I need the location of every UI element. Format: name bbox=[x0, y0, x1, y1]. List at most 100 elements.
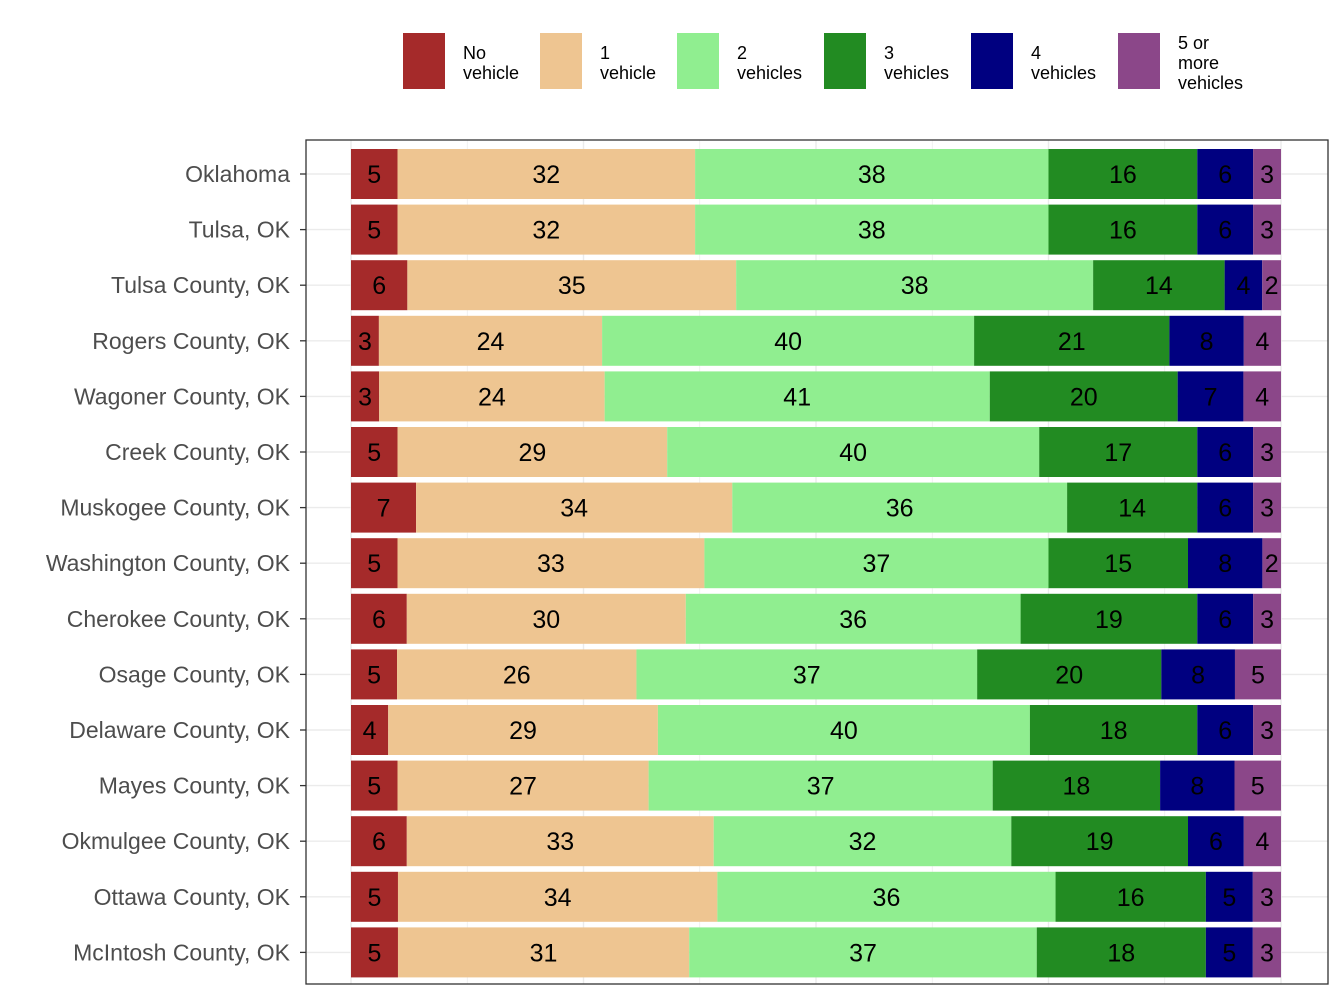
bar-label: 40 bbox=[830, 717, 858, 745]
bar-segment bbox=[1067, 482, 1198, 533]
bar-label: 27 bbox=[509, 773, 537, 801]
bar-segment bbox=[1036, 927, 1206, 978]
bar-label: 38 bbox=[901, 272, 929, 300]
bar-label: 16 bbox=[1109, 161, 1137, 189]
bar-label: 37 bbox=[849, 939, 877, 967]
bar-segment bbox=[351, 149, 398, 199]
bar-label: 36 bbox=[839, 606, 867, 634]
bar-label: 5 bbox=[367, 661, 381, 689]
y-tick-label: Mayes County, OK bbox=[99, 773, 291, 799]
legend-key bbox=[1118, 33, 1160, 89]
bar-segment bbox=[989, 371, 1178, 422]
bar-segment bbox=[1243, 371, 1281, 422]
bar-segment bbox=[1055, 871, 1206, 922]
bar-segment bbox=[351, 482, 417, 533]
legend-key bbox=[677, 33, 719, 89]
bar-label: 3 bbox=[1260, 217, 1274, 245]
bar-segment bbox=[1048, 149, 1198, 199]
bar-segment bbox=[397, 760, 649, 811]
bar-label: 15 bbox=[1104, 550, 1132, 578]
bar-label: 6 bbox=[1218, 439, 1232, 467]
bar-segment bbox=[397, 538, 705, 589]
bar-label: 16 bbox=[1117, 884, 1145, 912]
bar-label: 5 bbox=[367, 773, 381, 801]
bar-segment bbox=[406, 593, 686, 644]
legend-key bbox=[540, 33, 582, 89]
bar-label: 34 bbox=[560, 495, 588, 523]
bar-segment bbox=[1048, 538, 1188, 589]
bar-label: 40 bbox=[774, 328, 802, 356]
bar-segment bbox=[1197, 204, 1254, 255]
bar-label: 6 bbox=[1218, 495, 1232, 523]
bar-segment bbox=[397, 871, 718, 922]
y-tick-label: Rogers County, OK bbox=[92, 328, 290, 354]
legend-label: 4 bbox=[1031, 43, 1041, 63]
bar-segment bbox=[732, 482, 1068, 533]
bar-label: 2 bbox=[1265, 550, 1279, 578]
bar-label: 4 bbox=[363, 717, 377, 745]
y-tick-label: Muskogee County, OK bbox=[60, 495, 290, 521]
legend-label: vehicles bbox=[1031, 63, 1096, 83]
bar-label: 38 bbox=[858, 161, 886, 189]
bar-segment bbox=[1188, 538, 1263, 589]
bar-segment bbox=[1234, 649, 1281, 700]
legend-label: 2 bbox=[737, 43, 747, 63]
bar-label: 40 bbox=[839, 439, 867, 467]
bar-segment bbox=[685, 593, 1021, 644]
bar-label: 7 bbox=[1204, 383, 1218, 411]
bar-label: 3 bbox=[1260, 884, 1274, 912]
bar-segment bbox=[416, 482, 733, 533]
bar-segment bbox=[407, 260, 737, 311]
bar-segment bbox=[1161, 649, 1235, 700]
bar-segment bbox=[351, 538, 398, 589]
bar-segment bbox=[657, 705, 1030, 755]
legend-label: 5 or bbox=[1178, 33, 1209, 53]
bar-segment bbox=[397, 927, 690, 978]
bar-label: 5 bbox=[368, 939, 382, 967]
bar-label: 5 bbox=[367, 439, 381, 467]
y-tick-label: Okmulgee County, OK bbox=[62, 828, 291, 854]
bar-segment bbox=[351, 760, 398, 811]
bar-segment bbox=[1197, 427, 1254, 477]
bar-label: 16 bbox=[1109, 217, 1137, 245]
bar-label: 3 bbox=[1260, 495, 1274, 523]
bar-label: 3 bbox=[1260, 939, 1274, 967]
bar-segment bbox=[1039, 427, 1198, 477]
bar-segment bbox=[1253, 427, 1281, 477]
bar-label: 8 bbox=[1200, 328, 1214, 356]
bar-label: 21 bbox=[1058, 328, 1086, 356]
bar-segment bbox=[1029, 705, 1198, 755]
y-tick-label: Creek County, OK bbox=[105, 439, 291, 465]
bar-segment bbox=[351, 816, 407, 867]
bar-segment bbox=[636, 649, 978, 700]
bar-label: 20 bbox=[1070, 383, 1098, 411]
bar-segment bbox=[351, 204, 398, 255]
bar-label: 3 bbox=[1260, 439, 1274, 467]
bar-label: 3 bbox=[358, 383, 372, 411]
bar-segment bbox=[397, 204, 696, 255]
legend-key bbox=[403, 33, 445, 89]
bar-label: 8 bbox=[1190, 773, 1204, 801]
legend-label: 3 bbox=[884, 43, 894, 63]
bar-label: 3 bbox=[1260, 606, 1274, 634]
bar-segment bbox=[1197, 149, 1254, 199]
bar-segment bbox=[1048, 204, 1198, 255]
bar-label: 6 bbox=[372, 606, 386, 634]
bar-label: 8 bbox=[1191, 661, 1205, 689]
bar-segment bbox=[1252, 927, 1281, 978]
bar-segment bbox=[1197, 482, 1254, 533]
bar-label: 19 bbox=[1095, 606, 1123, 634]
bar-label: 29 bbox=[518, 439, 546, 467]
bar-label: 37 bbox=[807, 773, 835, 801]
y-tick-label: Tulsa, OK bbox=[189, 217, 291, 243]
legend-key bbox=[824, 33, 866, 89]
bar-label: 14 bbox=[1145, 272, 1173, 300]
bar-segment bbox=[1020, 593, 1198, 644]
bar-segment bbox=[351, 427, 398, 477]
bars: 5 32 38 16 6 35 32 38 16 6 36 35 38 14 4 23 24 40 21 8 43 24 4… bbox=[351, 149, 1281, 978]
bar-label: 19 bbox=[1086, 828, 1114, 856]
legend-label: vehicles bbox=[884, 63, 949, 83]
y-tick-label: Wagoner County, OK bbox=[74, 383, 291, 409]
bar-label: 3 bbox=[358, 328, 372, 356]
bar-segment bbox=[695, 204, 1049, 255]
